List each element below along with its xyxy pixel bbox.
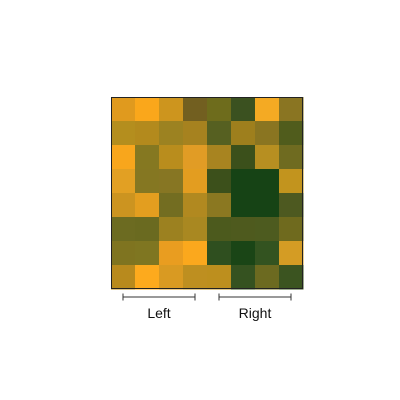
heatmap-cell-r6-c5 (231, 241, 256, 266)
heatmap-cell-r3-c1 (135, 169, 160, 194)
heatmap-cell-r3-c0 (111, 169, 136, 194)
heatmap-cell-r2-c7 (279, 145, 304, 170)
heatmap-cell-r6-c4 (207, 241, 232, 266)
heatmap-cell-r3-c5 (231, 169, 256, 194)
heatmap-cell-r7-c7 (279, 265, 304, 290)
group-label-right: Right (239, 305, 272, 321)
heatmap-cell-r1-c1 (135, 121, 160, 146)
heatmap-cell-r4-c5 (231, 193, 256, 218)
group-label-left: Left (147, 305, 170, 321)
heatmap-cell-r7-c1 (135, 265, 160, 290)
heatmap-cell-r7-c2 (159, 265, 184, 290)
heatmap-cell-r2-c0 (111, 145, 136, 170)
heatmap-cell-r5-c7 (279, 217, 304, 242)
heatmap-cell-r5-c0 (111, 217, 136, 242)
group-bracket-right (218, 293, 292, 301)
heatmap-cells (111, 97, 304, 290)
heatmap-cell-r7-c5 (231, 265, 256, 290)
heatmap-cell-r0-c7 (279, 97, 304, 122)
heatmap-cell-r1-c6 (255, 121, 280, 146)
heatmap-cell-r5-c6 (255, 217, 280, 242)
heatmap-cell-r3-c7 (279, 169, 304, 194)
heatmap-cell-r2-c6 (255, 145, 280, 170)
heatmap-cell-r4-c4 (207, 193, 232, 218)
heatmap-cell-r4-c3 (183, 193, 208, 218)
heatmap-cell-r4-c7 (279, 193, 304, 218)
heatmap-cell-r5-c3 (183, 217, 208, 242)
heatmap-cell-r4-c0 (111, 193, 136, 218)
heatmap-cell-r5-c1 (135, 217, 160, 242)
heatmap-cell-r7-c0 (111, 265, 136, 290)
heatmap-cell-r6-c3 (183, 241, 208, 266)
heatmap-cell-r3-c4 (207, 169, 232, 194)
heatmap-cell-r2-c2 (159, 145, 184, 170)
heatmap-cell-r0-c5 (231, 97, 256, 122)
heatmap-cell-r6-c0 (111, 241, 136, 266)
heatmap-cell-r0-c3 (183, 97, 208, 122)
heatmap-cell-r1-c7 (279, 121, 304, 146)
heatmap-cell-r1-c5 (231, 121, 256, 146)
heatmap-cell-r1-c0 (111, 121, 136, 146)
heatmap-cell-r3-c2 (159, 169, 184, 194)
heatmap-cell-r2-c4 (207, 145, 232, 170)
heatmap-cell-r0-c1 (135, 97, 160, 122)
heatmap-cell-r6-c2 (159, 241, 184, 266)
heatmap-cell-r2-c5 (231, 145, 256, 170)
heatmap-cell-r7-c3 (183, 265, 208, 290)
heatmap-cell-r7-c4 (207, 265, 232, 290)
heatmap-cell-r5-c5 (231, 217, 256, 242)
heatmap-cell-r4-c1 (135, 193, 160, 218)
heatmap-cell-r6-c7 (279, 241, 304, 266)
group-brackets: Left Right (122, 293, 292, 321)
heatmap-cell-r5-c4 (207, 217, 232, 242)
heatmap-cell-r2-c1 (135, 145, 160, 170)
heatmap-cell-r0-c0 (111, 97, 136, 122)
heatmap-cell-r0-c6 (255, 97, 280, 122)
heatmap-cell-r6-c6 (255, 241, 280, 266)
heatmap-cell-r1-c4 (207, 121, 232, 146)
heatmap-cell-r6-c1 (135, 241, 160, 266)
heatmap-cell-r2-c3 (183, 145, 208, 170)
heatmap-cell-r3-c3 (183, 169, 208, 194)
heatmap-cell-r1-c3 (183, 121, 208, 146)
heatmap-border (111, 97, 303, 289)
heatmap-cell-r1-c2 (159, 121, 184, 146)
heatmap-cell-r4-c2 (159, 193, 184, 218)
heatmap-cell-r0-c4 (207, 97, 232, 122)
heatmap-cell-r4-c6 (255, 193, 280, 218)
group-bracket-left (122, 293, 196, 301)
heatmap-cell-r3-c6 (255, 169, 280, 194)
heatmap-cell-r5-c2 (159, 217, 184, 242)
heatmap-cell-r7-c6 (255, 265, 280, 290)
heatmap-cell-r0-c2 (159, 97, 184, 122)
